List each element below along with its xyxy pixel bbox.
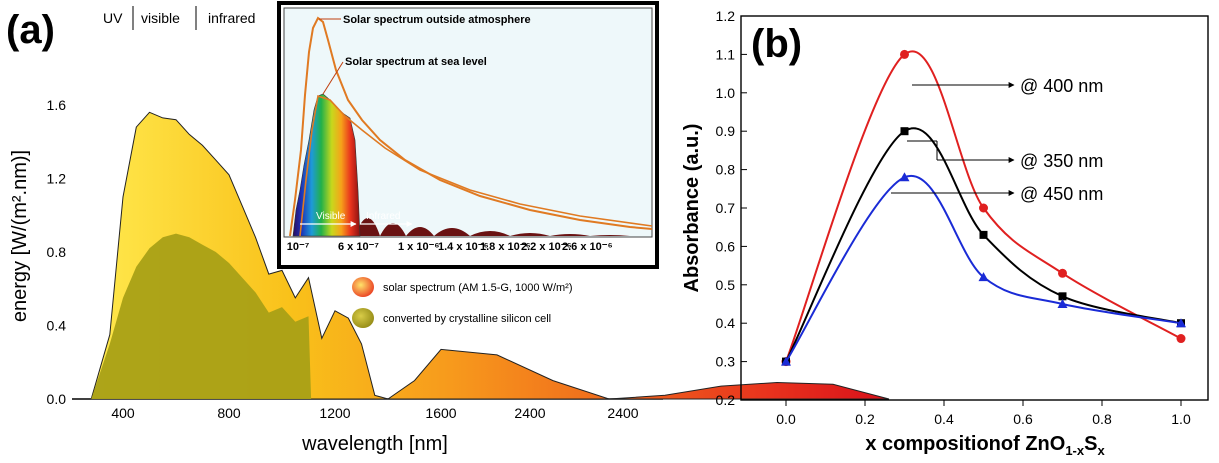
y-tick-label: 0.5 <box>716 277 736 293</box>
y-tick-label: 0.8 <box>716 162 736 178</box>
annotation-350nm: @ 350 nm <box>1020 151 1103 171</box>
inset-label-infrared: Infrared <box>366 211 400 222</box>
panel-b: (b) 0.2 0.3 0.4 0.5 0.6 0.7 0.8 0.9 1.0 1.1 1.2 0.… <box>681 8 1209 458</box>
data-point <box>979 203 988 213</box>
x-tick-label: 2400 <box>607 405 638 421</box>
data-point <box>978 272 989 282</box>
y-axis-label: energy [W/(m².nm)] <box>9 150 31 322</box>
data-point <box>781 356 791 366</box>
legend-swatch-solar <box>352 277 374 297</box>
y-tick-label: 0.9 <box>716 123 736 139</box>
plot-frame <box>740 15 1209 401</box>
band-visible: visible <box>141 10 180 26</box>
series-line <box>785 50 1182 362</box>
data-point <box>1057 299 1068 308</box>
panel-a-label: (a) <box>6 8 55 52</box>
data-point <box>1176 318 1186 328</box>
inset-x-tick-label: 1.8 x 10⁻⁶ <box>480 241 531 253</box>
legend-label-solar: solar spectrum (AM 1.5-G, 1000 W/m²) <box>383 282 573 294</box>
y-tick-label: 0.7 <box>716 200 736 216</box>
x-tick-label: 400 <box>111 405 135 421</box>
inset-label-sea-level: Solar spectrum at sea level <box>345 56 487 68</box>
y-tick-label: 1.2 <box>716 8 736 24</box>
inset-spectrum: Solar spectrum outside atmosphere Solar … <box>277 1 659 269</box>
x-tick-labels: 400 800 1200 1600 2400 2400 <box>111 405 638 421</box>
inset-sea-level-envelope <box>299 94 653 237</box>
y-axis-label: Absorbance (a.u.) <box>681 124 703 293</box>
y-tick-label: 1.1 <box>716 46 736 62</box>
y-tick-label: 0.6 <box>716 238 736 254</box>
data-point <box>1058 268 1067 278</box>
data-point <box>1058 292 1067 301</box>
x-axis-label: x compositionof ZnO1-xSx <box>865 433 1105 458</box>
y-tick-label: 0.2 <box>716 392 736 408</box>
annotation-400nm: @ 400 nm <box>1020 76 1103 96</box>
inset-label-visible: Visible <box>316 211 346 222</box>
x-tick-label: 0.2 <box>855 411 875 427</box>
x-axis-label: wavelength [nm] <box>301 433 448 455</box>
inset-x-tick-label: 6 x 10⁻⁷ <box>338 241 379 253</box>
x-tick-labels: 0.0 0.2 0.4 0.6 0.8 1.0 <box>776 400 1191 427</box>
band-infrared: infrared <box>208 10 255 26</box>
series-group <box>781 49 1186 367</box>
y-tick-label: 0.4 <box>716 315 736 331</box>
x-tick-label: 1.0 <box>1171 411 1191 427</box>
x-tick-label: 1600 <box>425 405 456 421</box>
x-tick-label: 0.6 <box>1013 411 1033 427</box>
x-tick-label: 2400 <box>514 405 545 421</box>
series-line <box>785 174 1182 363</box>
y-tick-label: 0.0 <box>47 391 67 407</box>
inset-label-outside: Solar spectrum outside atmosphere <box>343 14 531 26</box>
x-tick-label: 1200 <box>319 405 350 421</box>
y-tick-label: 1.0 <box>716 85 736 101</box>
inset-x-tick-label: 1.4 x 10⁻⁶ <box>438 241 489 253</box>
inset-x-tick-label: 1 x 10⁻⁶ <box>398 241 439 253</box>
data-point <box>900 49 909 59</box>
series-line <box>785 127 1182 363</box>
x-tick-label: 0.0 <box>776 411 796 427</box>
inset-x-tick-label: 2.2 x 10⁻⁶ <box>521 241 572 253</box>
annotation-450nm: @ 450 nm <box>1020 184 1103 204</box>
x-axis-label-s: S <box>1084 433 1097 455</box>
x-tick-label: 0.8 <box>1092 411 1112 427</box>
y-tick-label: 1.2 <box>47 171 67 187</box>
panel-a: (a) UV visible infrared 0.00.40.81.21.6 … <box>6 1 890 455</box>
y-tick-labels: 0.0 0.4 0.8 1.2 1.6 <box>47 97 67 407</box>
inset-x-tick-label: 2.6 x 10⁻⁶ <box>562 241 613 253</box>
x-axis-label-sub2: x <box>1097 443 1105 458</box>
data-point <box>979 230 988 239</box>
inset-outside-atmosphere-curve <box>289 16 653 237</box>
data-point <box>899 172 910 182</box>
x-tick-label: 800 <box>217 405 241 421</box>
inset-sea-level-spectrum <box>292 93 361 237</box>
x-axis-label-main: x compositionof ZnO <box>865 433 1065 455</box>
legend-label-silicon: converted by crystalline silicon cell <box>383 313 551 325</box>
inset-ir-humps <box>355 218 630 236</box>
data-point <box>1176 334 1186 344</box>
y-tick-label: 1.6 <box>47 97 67 113</box>
y-tick-labels: 0.2 0.3 0.4 0.5 0.6 0.7 0.8 0.9 1.0 1.1 1.2 <box>716 8 747 408</box>
band-uv: UV <box>103 10 123 26</box>
silicon-cell-area <box>91 233 312 399</box>
y-tick-label: 0.3 <box>716 354 736 370</box>
y-tick-label: 0.4 <box>47 318 67 334</box>
data-point <box>900 127 909 136</box>
x-axis-label-sub1: 1-x <box>1065 443 1085 458</box>
inset-pointer <box>322 61 344 95</box>
inset-x-tick-labels: 10⁻⁷ 6 x 10⁻⁷ 1 x 10⁻⁶1.4 x 10⁻⁶1.8 x 10⁻⁶… <box>287 241 613 253</box>
inset-x-tick-label: 10⁻⁷ <box>287 241 310 253</box>
legend-swatch-silicon <box>352 308 374 328</box>
x-tick-label: 0.4 <box>934 411 954 427</box>
panel-b-label: (b) <box>751 22 802 66</box>
y-tick-label: 0.8 <box>47 244 67 260</box>
